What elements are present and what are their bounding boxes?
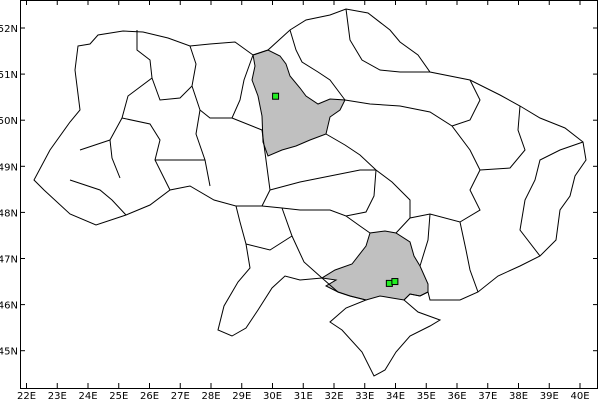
lon-tick-label: 37E [478, 391, 497, 400]
map-frame [20, 0, 598, 389]
site-marker[interactable] [391, 278, 399, 286]
lon-tick-label: 25E [109, 391, 128, 400]
lon-tick-label: 30E [263, 391, 282, 400]
oblast-boundary [231, 117, 271, 207]
oblast-boundary [289, 29, 346, 101]
oblast-boundary [419, 213, 431, 267]
lat-tick-label: 47N [0, 255, 18, 266]
lat-tick-label: 48N [0, 208, 18, 219]
lon-tick-label: 27E [171, 391, 190, 400]
lon-tick-label: 26E [140, 391, 159, 400]
oblast-boundary [199, 54, 254, 119]
lon-tick-label: 36E [447, 391, 466, 400]
axis-ticks [20, 0, 598, 388]
markers [272, 92, 399, 287]
oblast-boundary [121, 117, 171, 191]
oblast-boundary [191, 85, 211, 187]
lon-tick-label: 29E [232, 391, 251, 400]
axis-tick-labels: 22E 23E 24E 25E 26E 27E 28E 29E 30E 31E 32E 33E 34E 3… [0, 24, 590, 400]
oblast-boundary [281, 207, 323, 279]
lat-tick-label: 51N [0, 70, 18, 81]
lon-tick-label: 39E [540, 391, 559, 400]
lon-tick-label: 32E [324, 391, 343, 400]
lon-tick-label: 24E [78, 391, 97, 400]
oblast-boundary [109, 30, 153, 179]
lat-tick-label: 50N [0, 116, 18, 127]
lon-tick-label: 23E [48, 391, 67, 400]
lon-tick-label: 40E [570, 391, 589, 400]
boundaries [33, 8, 587, 377]
oblast-boundary [519, 141, 584, 257]
oblast-boundary [451, 79, 481, 127]
oblast-boundary [261, 169, 377, 217]
oblast-boundary [269, 169, 376, 191]
oblast-boundary [151, 45, 197, 101]
highlighted-regions [251, 49, 429, 301]
lat-tick-label: 45N [0, 347, 18, 358]
oblast-boundary [345, 8, 430, 73]
lon-tick-label: 38E [509, 391, 528, 400]
oblast-boundary [459, 221, 479, 293]
oblast-boundary [345, 215, 371, 234]
oblast-boundary [245, 235, 293, 251]
lat-tick-label: 52N [0, 24, 18, 35]
country-outline [33, 8, 587, 377]
lon-tick-label: 28E [201, 391, 220, 400]
lat-tick-label: 46N [0, 301, 18, 312]
site-marker[interactable] [272, 92, 280, 100]
lon-tick-label: 31E [294, 391, 313, 400]
lat-tick-label: 49N [0, 162, 18, 173]
oblast-boundary [69, 139, 127, 216]
lon-tick-label: 33E [355, 391, 374, 400]
lon-tick-label: 35E [417, 391, 436, 400]
lon-tick-label: 22E [17, 391, 36, 400]
lon-tick-label: 34E [386, 391, 405, 400]
region-kyiv-highlight[interactable] [251, 49, 346, 157]
oblast-boundary [344, 99, 481, 171]
oblast-boundary [479, 105, 526, 171]
